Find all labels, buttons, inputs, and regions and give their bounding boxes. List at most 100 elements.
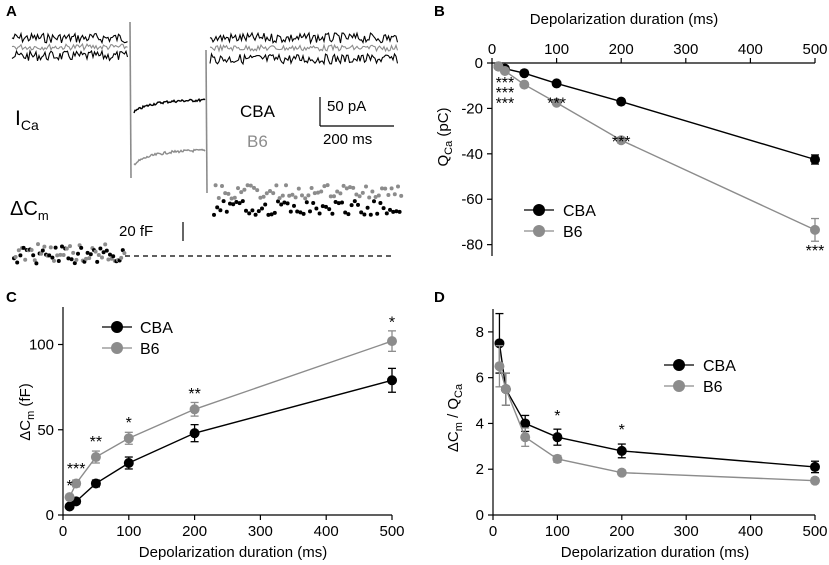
dot-cba	[352, 199, 357, 204]
dot-b6	[280, 193, 285, 198]
dot-b6	[306, 193, 311, 198]
dot-b6	[399, 193, 404, 198]
y-tick-label: -40	[461, 146, 483, 163]
x-tick-label: 200	[609, 523, 634, 540]
dot-cba	[368, 212, 373, 217]
dot-cba	[314, 206, 319, 211]
dot-cba	[237, 201, 242, 206]
dot-cba	[88, 252, 93, 257]
dot-cba	[40, 248, 45, 253]
dot-b6	[100, 255, 104, 260]
dot-cba	[343, 210, 348, 215]
dot-b6	[383, 186, 388, 191]
data-point-b6	[810, 224, 820, 235]
scale-ms-label: 200 ms	[323, 131, 372, 148]
x-tick-label: 0	[488, 41, 496, 58]
dot-b6	[360, 190, 365, 195]
dot-cba	[56, 258, 61, 263]
dot-cba	[95, 259, 100, 264]
dot-cba	[276, 199, 280, 204]
x-tick-label: 400	[738, 41, 763, 58]
legend-label-cba-b: CBA	[563, 203, 596, 220]
dot-cba	[76, 251, 80, 256]
ylabel-b: QCa (pC)	[435, 107, 455, 166]
dot-b6	[42, 244, 47, 249]
dot-cba	[317, 211, 322, 216]
data-point-b6	[71, 478, 82, 489]
dot-cba	[234, 199, 239, 204]
data-point-b6	[64, 492, 75, 503]
dot-cba	[69, 257, 74, 262]
x-tick-label: 500	[379, 523, 404, 540]
dot-b6	[300, 193, 304, 198]
significance-mark: ***	[612, 134, 631, 151]
y-tick-label: 0	[46, 507, 54, 524]
dot-cba	[253, 212, 258, 217]
dot-cba	[244, 208, 248, 213]
dot-cba	[53, 245, 58, 250]
dot-cba	[397, 209, 402, 214]
xlabel-d: Depolarization duration (ms)	[561, 544, 749, 561]
data-point-b6	[499, 65, 510, 76]
dot-b6	[13, 255, 18, 260]
significance-mark: ***	[67, 461, 86, 478]
dot-cba	[301, 211, 306, 216]
dot-cba	[18, 253, 23, 258]
dot-cba	[120, 248, 125, 253]
panel-b: B Depolarization duration (ms) 0 100 200 30…	[434, 3, 828, 260]
dot-cba	[47, 253, 52, 258]
x-tick-label: 300	[674, 523, 699, 540]
data-point-b6	[520, 432, 531, 443]
significance-mark: ***	[547, 95, 566, 112]
dot-cba	[311, 201, 316, 206]
data-point-cba	[810, 461, 820, 472]
dot-b6	[248, 183, 253, 188]
significance-mark: **	[90, 434, 102, 451]
legend-b6-a: B6	[247, 132, 268, 151]
dot-cba	[292, 203, 296, 208]
data-point-b6	[810, 475, 820, 486]
legend-marker-cba-d	[673, 359, 685, 371]
dot-b6	[58, 252, 63, 257]
data-point-b6	[494, 361, 505, 372]
dot-cba	[266, 212, 271, 217]
panel-label-d: D	[434, 289, 445, 306]
dot-b6	[325, 183, 330, 188]
dot-b6	[312, 191, 317, 196]
dot-b6	[32, 258, 37, 263]
dot-cba	[263, 202, 268, 207]
data-point-cba	[552, 432, 563, 443]
legend-marker-b6-b	[533, 225, 545, 237]
legend-label-cba-c: CBA	[140, 320, 173, 337]
x-tick-label: 200	[182, 523, 207, 540]
dot-b6	[29, 247, 34, 252]
dot-cba	[31, 253, 36, 258]
series-line-cba	[498, 343, 816, 468]
dot-cba	[336, 201, 341, 206]
legend-d: CBA B6	[664, 358, 736, 396]
data-point-cba	[551, 78, 562, 89]
y-tick-label: 2	[476, 461, 484, 478]
data-point-b6	[387, 336, 397, 347]
significance-mark: **	[188, 386, 200, 403]
data-point-cba	[387, 375, 397, 386]
dot-b6	[64, 246, 69, 251]
y-tick-label: -60	[461, 191, 483, 208]
x-tick-label: 0	[59, 523, 67, 540]
x-tick-label: 100	[545, 523, 570, 540]
legend-label-b6-b: B6	[563, 224, 583, 241]
dot-cba	[282, 200, 287, 205]
dot-cba	[111, 254, 116, 259]
dot-b6	[245, 183, 250, 188]
data-point-b6	[519, 79, 530, 90]
dot-b6	[354, 192, 359, 197]
data-point-cba	[519, 68, 530, 79]
panel-label-c: C	[6, 289, 17, 306]
plot-b: ********* *********	[493, 61, 824, 260]
dot-b6	[284, 183, 288, 188]
dot-b6	[216, 195, 221, 200]
offset-transient	[205, 49, 208, 194]
capacitance-dots	[12, 183, 404, 266]
dot-b6	[293, 195, 298, 200]
